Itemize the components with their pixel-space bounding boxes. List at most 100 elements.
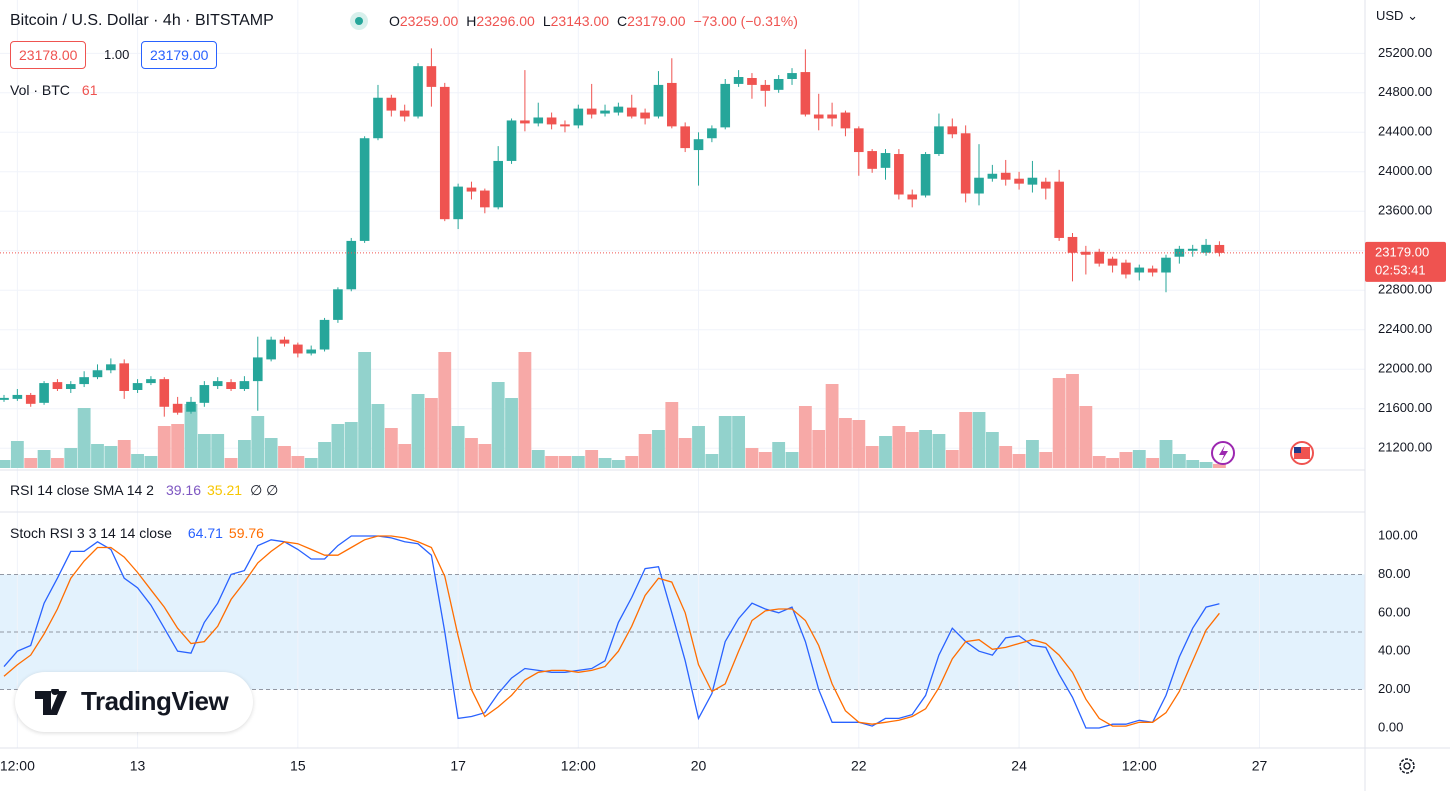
- volume-bar: [879, 436, 892, 468]
- candle-body: [279, 339, 290, 344]
- candle-body: [266, 339, 276, 360]
- rsi-legend: RSI 14 close SMA 14 2 39.16 35.21 ∅ ∅: [10, 482, 278, 499]
- volume-bar: [438, 352, 452, 468]
- ohlc-key: L: [542, 13, 551, 29]
- y-tick-label: 22800.00: [1378, 282, 1432, 297]
- volume-bar: [104, 446, 118, 468]
- y-tick-label: 23600.00: [1378, 203, 1432, 218]
- ohlc-item: L23143.00: [543, 13, 609, 29]
- y-tick-label: 21600.00: [1378, 400, 1432, 415]
- stoch-tick-label: 20.00: [1378, 681, 1411, 696]
- candle-body: [252, 357, 263, 382]
- volume-bar: [852, 420, 866, 468]
- candle-body: [493, 160, 503, 208]
- currency-button[interactable]: USD ⌄: [1376, 8, 1418, 24]
- volume-bar: [1159, 440, 1173, 468]
- bid-price[interactable]: 23178.00: [10, 41, 87, 69]
- volume-bar: [37, 450, 51, 468]
- volume-bar: [785, 452, 799, 468]
- candle-body: [1134, 267, 1145, 273]
- volume-bar: [491, 382, 505, 468]
- volume-bar: [892, 426, 906, 468]
- ohlc-value: 23296.00: [476, 13, 535, 29]
- spread: 1.00: [104, 47, 130, 62]
- candle-body: [226, 382, 236, 390]
- volume-bar: [51, 458, 64, 468]
- volume-bar: [945, 450, 959, 468]
- volume-bar: [398, 444, 412, 468]
- candle-body: [1214, 244, 1225, 253]
- candle-body: [199, 385, 210, 403]
- volume-bar: [1052, 378, 1066, 468]
- candle-body: [974, 177, 984, 194]
- volume-bar: [171, 424, 185, 468]
- ohlc-key: C: [617, 13, 628, 29]
- volume-bar: [825, 384, 839, 468]
- volume-bar: [972, 412, 986, 468]
- volume-bar: [238, 440, 251, 468]
- volume-bar: [197, 434, 211, 468]
- volume-bar: [1066, 374, 1079, 468]
- gear-ring: [1399, 758, 1415, 774]
- volume-bar: [91, 444, 104, 468]
- chevron: ⌄: [1407, 8, 1418, 23]
- volume-bar: [758, 452, 772, 468]
- volume-bar: [304, 458, 318, 468]
- candle-body: [359, 138, 370, 241]
- volume-bar: [611, 460, 625, 468]
- settings-button[interactable]: [1399, 758, 1415, 774]
- volume-bar: [1132, 450, 1146, 468]
- rsi-extra: ∅ ∅: [250, 482, 279, 498]
- ask-price[interactable]: 23179.00: [141, 41, 218, 69]
- volume-bar: [10, 441, 24, 468]
- logo-badge[interactable]: TradingView: [15, 672, 253, 732]
- candle-body: [1121, 262, 1131, 275]
- volume-bar: [932, 434, 946, 468]
- candle-body: [773, 78, 784, 90]
- event-bolt: [1219, 445, 1228, 462]
- candle-body: [1201, 244, 1211, 253]
- volume-bar: [625, 456, 639, 468]
- candle-body: [747, 78, 757, 85]
- volume-bar: [705, 454, 719, 468]
- volume-bar: [772, 442, 786, 468]
- candle-body: [92, 370, 103, 378]
- stoch-legend: Stoch RSI 3 3 14 14 close 64.71 59.76: [10, 525, 264, 541]
- candle-body: [1040, 181, 1051, 189]
- y-tick-label: 24800.00: [1378, 84, 1432, 99]
- candle-body: [333, 289, 343, 320]
- stoch-tick-label: 80.00: [1378, 566, 1411, 581]
- y-tick-label: 21200.00: [1378, 440, 1432, 455]
- price-change: −73.00 (−0.31%): [693, 13, 798, 29]
- candle-body: [667, 82, 677, 127]
- candle-body: [399, 110, 410, 117]
- volume-bar: [411, 394, 425, 468]
- candle-body: [827, 114, 837, 119]
- stoch-tick-label: 100.00: [1378, 527, 1418, 542]
- volume-bar: [1213, 463, 1226, 468]
- volume-bar: [652, 430, 665, 468]
- candle-body: [707, 128, 717, 139]
- volume-bar: [144, 456, 158, 468]
- volume-bar: [839, 418, 852, 468]
- flag-canton: [1294, 447, 1301, 453]
- axis-cover: [1365, 0, 1450, 30]
- candle-body: [1161, 257, 1171, 273]
- candle-body: [346, 240, 357, 290]
- stoch-tick-label: 60.00: [1378, 604, 1411, 619]
- last-price-badge: [1365, 241, 1446, 282]
- ohlc-item: C23179.00: [617, 13, 686, 29]
- stoch-line: [3, 535, 1220, 727]
- candle-body: [212, 381, 223, 387]
- candle-body: [787, 73, 797, 79]
- volume-value: 61: [81, 82, 98, 98]
- symbol-title[interactable]: Bitcoin / U.S. Dollar · 4h · BITSTAMP: [10, 12, 274, 29]
- volume-bar: [1199, 462, 1213, 468]
- volume-bar: [745, 448, 759, 468]
- status-dot: [355, 17, 363, 25]
- ohlc-item: H23296.00: [466, 13, 535, 29]
- volume-bar: [798, 406, 812, 468]
- candle-body: [386, 97, 397, 111]
- candle-body: [1014, 178, 1024, 184]
- volume-bar: [545, 456, 559, 468]
